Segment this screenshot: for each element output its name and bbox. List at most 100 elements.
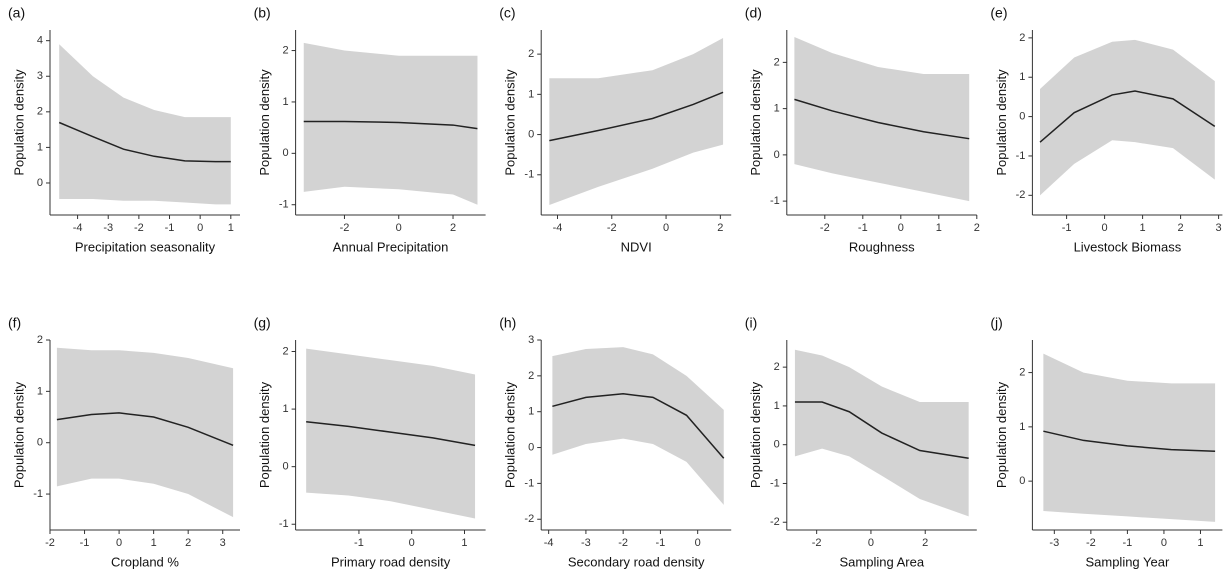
- y-tick-label: -1: [770, 477, 780, 489]
- x-tick-label: 1: [228, 222, 234, 234]
- y-tick-label: -2: [524, 513, 534, 525]
- y-tick-label: -1: [524, 477, 534, 489]
- y-tick-label: 2: [1019, 366, 1025, 378]
- x-tick-label: -2: [812, 537, 822, 549]
- x-tick-label: 0: [663, 222, 669, 234]
- x-axis-label: Sampling Year: [1085, 554, 1170, 569]
- x-tick-label: 2: [922, 537, 928, 549]
- trend-line: [1039, 90, 1216, 143]
- y-tick-label: -1: [770, 195, 780, 207]
- x-tick-label: -3: [1049, 537, 1059, 549]
- y-tick-label: -2: [770, 516, 780, 528]
- y-tick-label: 2: [37, 106, 43, 118]
- y-tick-label: 1: [774, 103, 780, 115]
- trend-line: [794, 98, 970, 140]
- y-tick-label: 1: [282, 403, 288, 415]
- panel-label: (f): [8, 315, 21, 331]
- x-tick-label: -1: [80, 537, 90, 549]
- y-axis-label: Population density: [257, 381, 272, 488]
- x-tick-label: -4: [73, 222, 83, 234]
- y-tick-label: 2: [37, 334, 43, 346]
- y-tick-label: 0: [528, 441, 534, 453]
- x-tick-label: -1: [656, 537, 666, 549]
- y-tick-label: -1: [33, 488, 43, 500]
- x-tick-label: 1: [1140, 222, 1146, 234]
- x-tick-label: -4: [544, 537, 554, 549]
- x-tick-label: 3: [1216, 222, 1222, 234]
- y-tick-label: -1: [279, 518, 289, 530]
- x-axis-label: Livestock Biomass: [1074, 239, 1182, 254]
- trend-line: [549, 91, 724, 142]
- y-axis-label: Population density: [11, 69, 26, 176]
- panel-label: (e): [990, 5, 1007, 21]
- trend-line: [1043, 430, 1216, 453]
- y-tick-label: 1: [1019, 71, 1025, 83]
- y-tick-label: 3: [528, 334, 534, 346]
- y-tick-label: -1: [1016, 150, 1026, 162]
- y-tick-label: 1: [282, 96, 288, 108]
- x-tick-label: -1: [858, 222, 868, 234]
- y-tick-label: 2: [282, 44, 288, 56]
- y-tick-label: 1: [774, 400, 780, 412]
- x-tick-label: 2: [450, 222, 456, 234]
- x-tick-label: 1: [936, 222, 942, 234]
- panel-label: (a): [8, 5, 25, 21]
- y-axis-label: Population density: [994, 69, 1009, 176]
- y-tick-label: 0: [282, 147, 288, 159]
- panel-label: (j): [990, 315, 1002, 331]
- x-tick-label: -2: [618, 537, 628, 549]
- y-tick-label: 1: [528, 88, 534, 100]
- x-tick-label: 0: [1102, 222, 1108, 234]
- trend-line: [56, 412, 234, 446]
- x-tick-label: 0: [396, 222, 402, 234]
- panel-label: (c): [499, 5, 515, 21]
- x-tick-label: 3: [220, 537, 226, 549]
- confidence-band: [1043, 353, 1216, 522]
- x-axis-label: NDVI: [621, 239, 652, 254]
- y-tick-label: 0: [528, 128, 534, 140]
- panel-label: (g): [254, 315, 271, 331]
- y-tick-label: 0: [282, 461, 288, 473]
- x-tick-label: 2: [974, 222, 980, 234]
- x-tick-label: -1: [165, 222, 175, 234]
- y-axis-label: Population density: [748, 69, 763, 176]
- y-tick-label: 2: [528, 48, 534, 60]
- x-tick-label: 0: [116, 537, 122, 549]
- y-tick-label: 2: [282, 345, 288, 357]
- confidence-band: [552, 347, 724, 505]
- x-tick-label: 2: [1178, 222, 1184, 234]
- y-axis-label: Population density: [994, 381, 1009, 488]
- y-tick-label: 0: [774, 439, 780, 451]
- y-tick-label: 0: [774, 149, 780, 161]
- y-tick-label: 1: [37, 385, 43, 397]
- y-tick-label: -1: [279, 199, 289, 211]
- y-tick-label: 0: [37, 177, 43, 189]
- x-tick-label: -3: [103, 222, 113, 234]
- confidence-band: [303, 42, 478, 205]
- x-tick-label: -1: [354, 537, 364, 549]
- x-tick-label: -2: [340, 222, 350, 234]
- panel-label: (b): [254, 5, 271, 21]
- x-axis-label: Sampling Area: [840, 554, 925, 569]
- y-tick-label: 0: [37, 437, 43, 449]
- y-tick-label: -1: [524, 169, 534, 181]
- trend-line: [552, 393, 725, 459]
- x-tick-label: 0: [898, 222, 904, 234]
- x-axis-label: Annual Precipitation: [333, 239, 449, 254]
- x-tick-label: -3: [581, 537, 591, 549]
- y-tick-label: 1: [1019, 421, 1025, 433]
- panel-label: (d): [745, 5, 762, 21]
- x-tick-label: -2: [134, 222, 144, 234]
- confidence-band: [1040, 39, 1215, 196]
- x-tick-label: -2: [45, 537, 55, 549]
- x-tick-label: -4: [553, 222, 563, 234]
- panel-label: (i): [745, 315, 757, 331]
- y-axis-label: Population density: [11, 381, 26, 488]
- confidence-band: [306, 348, 476, 519]
- y-tick-label: 2: [528, 370, 534, 382]
- panel-label: (h): [499, 315, 516, 331]
- trend-line: [794, 401, 969, 460]
- x-tick-label: 0: [868, 537, 874, 549]
- x-axis-label: Secondary road density: [568, 554, 705, 569]
